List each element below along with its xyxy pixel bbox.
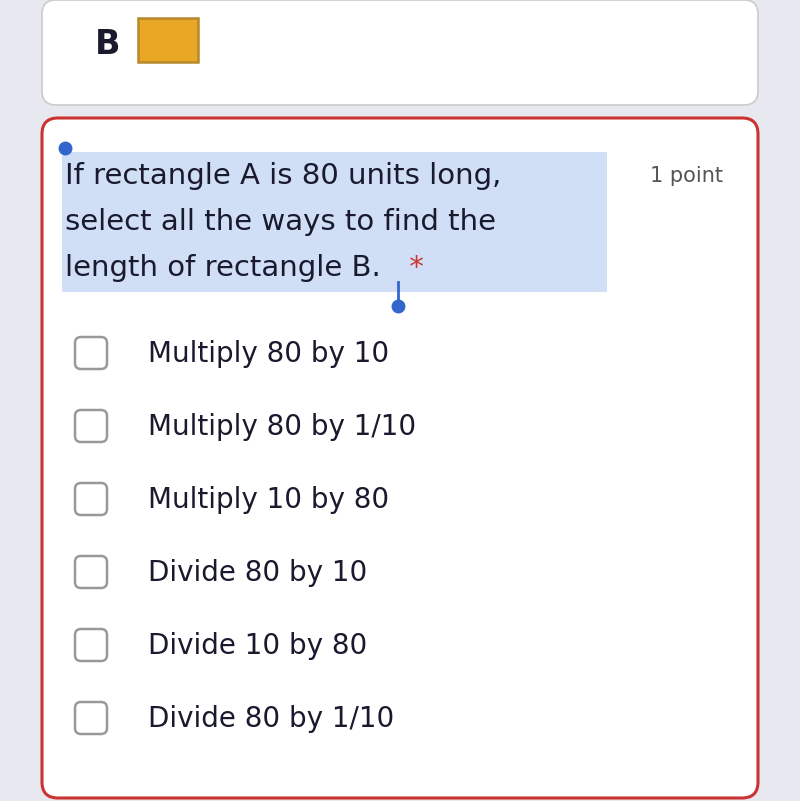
- Text: If rectangle A is 80 units long,: If rectangle A is 80 units long,: [65, 162, 502, 190]
- Text: *: *: [400, 254, 424, 282]
- Bar: [138, 18, 198, 62]
- Text: length of rectangle B.: length of rectangle B.: [65, 254, 381, 282]
- Text: B: B: [95, 28, 121, 61]
- FancyBboxPatch shape: [62, 152, 607, 292]
- FancyBboxPatch shape: [75, 410, 107, 442]
- FancyBboxPatch shape: [42, 0, 758, 105]
- FancyBboxPatch shape: [75, 556, 107, 588]
- Text: Multiply 80 by 10: Multiply 80 by 10: [148, 340, 389, 368]
- Text: 1 point: 1 point: [650, 166, 723, 186]
- FancyBboxPatch shape: [42, 118, 758, 798]
- FancyBboxPatch shape: [75, 483, 107, 515]
- Text: Divide 80 by 10: Divide 80 by 10: [148, 559, 367, 587]
- Text: select all the ways to find the: select all the ways to find the: [65, 208, 496, 236]
- Text: Multiply 10 by 80: Multiply 10 by 80: [148, 486, 389, 514]
- FancyBboxPatch shape: [75, 702, 107, 734]
- Text: Divide 10 by 80: Divide 10 by 80: [148, 632, 367, 660]
- FancyBboxPatch shape: [75, 629, 107, 661]
- Text: Divide 80 by 1/10: Divide 80 by 1/10: [148, 705, 394, 733]
- Text: Multiply 80 by 1/10: Multiply 80 by 1/10: [148, 413, 416, 441]
- FancyBboxPatch shape: [75, 337, 107, 369]
